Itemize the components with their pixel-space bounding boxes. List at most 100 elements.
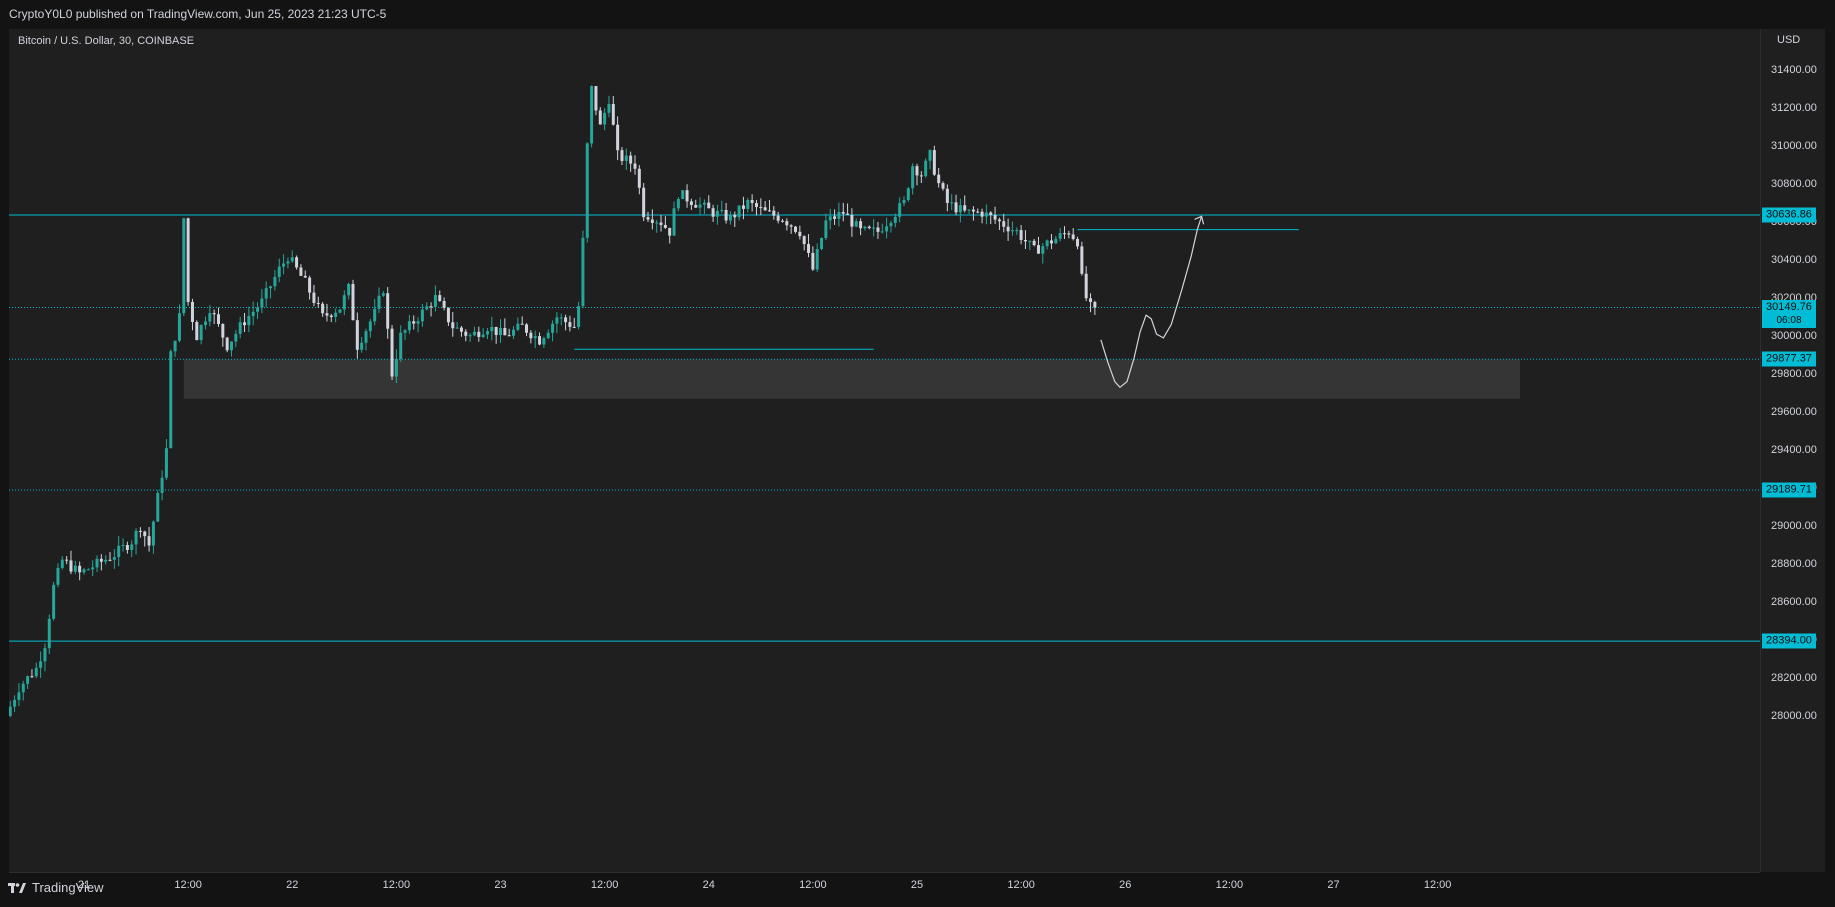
candle-body (950, 202, 954, 204)
candle-body (39, 661, 43, 668)
demand-zone (183, 359, 1521, 399)
x-tick-label: 12:00 (1215, 879, 1244, 891)
candle-body (945, 188, 949, 203)
candle-body (898, 203, 902, 217)
candle-body (594, 86, 598, 111)
candle-body (859, 221, 863, 229)
candle-body (230, 341, 234, 351)
candle-body (325, 313, 329, 316)
candle-body (256, 307, 260, 312)
candle-body (1084, 273, 1088, 299)
candle-body (958, 205, 962, 213)
candle-body (321, 303, 325, 314)
candle-body (260, 298, 264, 308)
candle-body (620, 150, 624, 161)
candle-body (598, 110, 602, 125)
candle-body (724, 210, 728, 221)
candle-body (637, 168, 641, 188)
candle-body (538, 336, 542, 345)
candle-body (156, 492, 160, 522)
candle-body (551, 323, 555, 333)
candle-body (425, 306, 429, 310)
candle-body (47, 618, 51, 649)
candle-body (494, 326, 498, 336)
x-tick-label: 25 (910, 879, 924, 891)
candle-body (1045, 240, 1049, 247)
candle-body (763, 207, 767, 211)
candle-body (702, 202, 706, 205)
candle-body (1067, 233, 1071, 235)
candle-body (1049, 240, 1053, 244)
candle-body (889, 222, 893, 227)
tradingview-logo-icon[interactable] (8, 882, 26, 894)
candle-body (841, 212, 845, 214)
candle-body (585, 143, 589, 238)
y-tick-label: 29800.00 (1771, 368, 1817, 380)
x-tick-label: 12:00 (174, 879, 202, 891)
y-tick-label: 30800.00 (1771, 178, 1817, 190)
candle-body (429, 306, 433, 308)
symbol-title: Bitcoin / U.S. Dollar, 30, COINBASE (18, 35, 195, 47)
candle-body (577, 306, 581, 327)
candle-body (906, 188, 910, 200)
candle-body (190, 301, 194, 322)
candle-body (338, 309, 342, 313)
candle-body (685, 190, 689, 202)
candle-body (82, 569, 86, 573)
publish-info: CryptoY0L0 published on TradingView.com,… (9, 7, 387, 21)
candle-body (564, 317, 568, 323)
time-axis[interactable] (9, 872, 1760, 873)
candle-body (676, 198, 680, 209)
y-tick-label: 28600.00 (1771, 596, 1817, 608)
candle-body (264, 288, 268, 299)
candle-body (86, 569, 90, 571)
candle-body (772, 210, 776, 216)
candle-body (698, 204, 702, 208)
candle-body (134, 530, 138, 545)
candle-body (485, 331, 489, 335)
candle-body (993, 215, 997, 220)
price-line-label: 30149.76 06:08 (1762, 299, 1816, 328)
plot-area[interactable]: Bitcoin / U.S. Dollar, 30, COINBASE (9, 29, 1760, 872)
footer-brand[interactable]: TradingView (32, 880, 104, 895)
candle-body (1071, 234, 1075, 240)
candle-body (73, 565, 77, 572)
candle-body (468, 335, 472, 337)
candle-body (633, 163, 637, 169)
candle-body (811, 252, 815, 270)
candle-body (481, 334, 485, 337)
price-axis[interactable] (1760, 29, 1826, 872)
chart-frame[interactable]: Bitcoin / U.S. Dollar, 30, COINBASE USD … (9, 29, 1826, 891)
candle-body (767, 210, 771, 212)
candle-body (381, 293, 385, 296)
candle-body (394, 358, 398, 377)
candle-body (542, 338, 546, 345)
candle-body (459, 327, 463, 332)
candle-body (442, 300, 446, 308)
candle-body (108, 559, 112, 561)
candle-body (611, 104, 615, 125)
candle-body (802, 236, 806, 245)
price-line-label: 29189.71 (1762, 482, 1816, 498)
candle-body (833, 216, 837, 219)
candle-body (1076, 239, 1080, 247)
candle-body (820, 238, 824, 249)
x-tick-label: 27 (1327, 879, 1340, 891)
y-tick-label: 29400.00 (1771, 444, 1817, 456)
projection-arrow-icon (1194, 215, 1205, 225)
candle-body (151, 521, 155, 546)
candle-body (1010, 230, 1014, 232)
candle-body (694, 204, 698, 208)
candle-body (195, 321, 199, 341)
candle-body (863, 226, 867, 229)
candle-body (572, 326, 576, 328)
candle-body (95, 558, 99, 568)
candle-body (164, 448, 168, 478)
candle-body (386, 293, 390, 329)
x-tick-label: 12:00 (590, 879, 619, 891)
price-chart[interactable] (9, 29, 1760, 872)
candle-body (130, 544, 134, 550)
candle-body (681, 190, 685, 199)
price-line-label: 30636.86 (1762, 207, 1816, 223)
candle-body (1063, 233, 1067, 235)
